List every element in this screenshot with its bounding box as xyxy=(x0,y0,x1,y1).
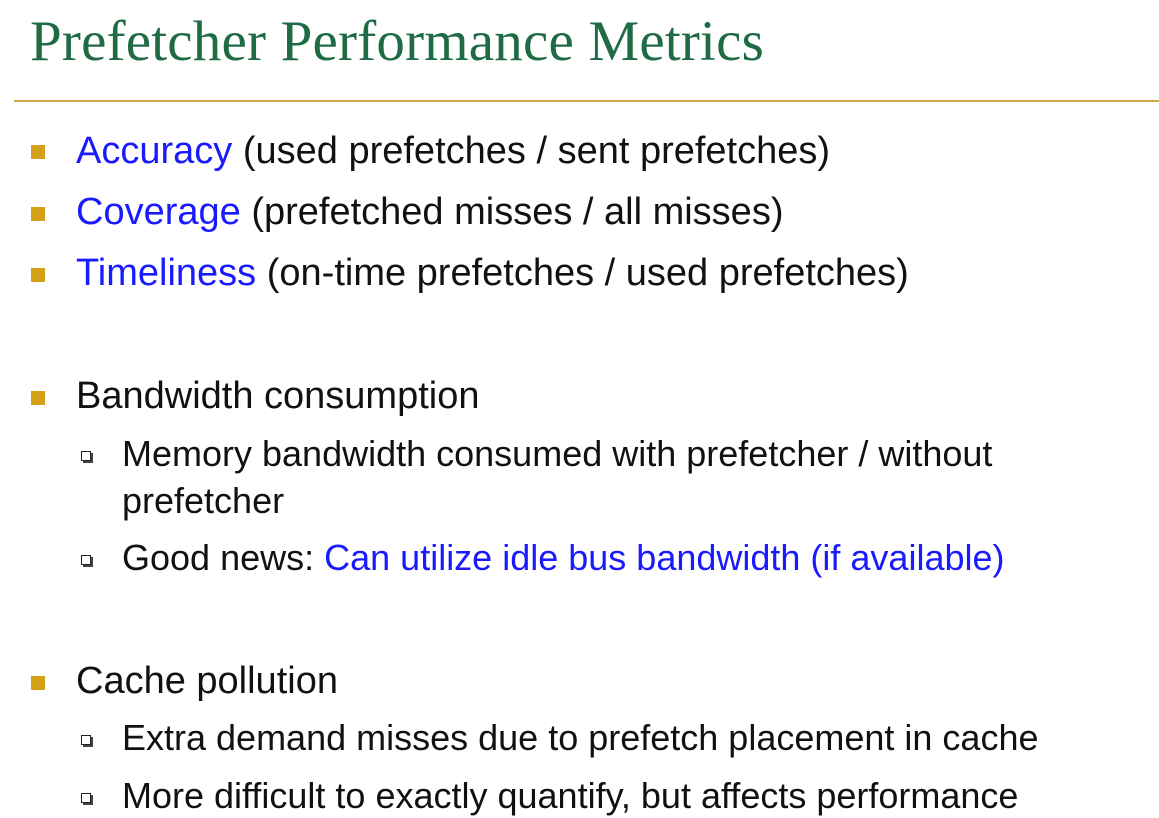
bullet-accuracy: Accuracy (used prefetches / sent prefetc… xyxy=(76,132,830,170)
pollution-sub-1: Extra demand misses due to prefetch plac… xyxy=(122,717,1039,758)
coverage-definition: (prefetched misses / all misses) xyxy=(240,191,784,233)
term-accuracy: Accuracy xyxy=(76,130,233,172)
hollow-square-bullet-icon xyxy=(81,793,91,803)
hollow-square-bullet-icon xyxy=(81,451,91,461)
hollow-square-bullet-icon xyxy=(81,555,91,565)
timeliness-definition: (on-time prefetches / used prefetches) xyxy=(256,252,909,294)
bullet-timeliness: Timeliness (on-time prefetches / used pr… xyxy=(76,254,909,292)
square-bullet-icon xyxy=(31,391,45,405)
bandwidth-sub-1-line-2: prefetcher xyxy=(122,480,285,521)
good-news-label: Good news: xyxy=(122,537,325,578)
bullet-coverage: Coverage (prefetched misses / all misses… xyxy=(76,193,783,231)
slide-title: Prefetcher Performance Metrics xyxy=(30,10,764,73)
bandwidth-sub-1-line-1: Memory bandwidth consumed with prefetche… xyxy=(122,433,993,474)
bullet-bandwidth: Bandwidth consumption xyxy=(76,375,480,417)
term-timeliness: Timeliness xyxy=(76,252,257,294)
title-divider xyxy=(14,100,1159,102)
accuracy-definition: (used prefetches / sent prefetches) xyxy=(232,130,831,172)
square-bullet-icon xyxy=(31,268,45,282)
pollution-sub-2: More difficult to exactly quantify, but … xyxy=(122,775,1019,816)
square-bullet-icon xyxy=(31,207,45,221)
good-news-highlight: Can utilize idle bus bandwidth (if avail… xyxy=(324,537,1005,578)
bandwidth-sub-2: Good news: Can utilize idle bus bandwidt… xyxy=(122,540,1005,576)
square-bullet-icon xyxy=(31,145,45,159)
term-coverage: Coverage xyxy=(76,191,241,233)
bullet-cache-pollution: Cache pollution xyxy=(76,660,338,702)
square-bullet-icon xyxy=(31,676,45,690)
hollow-square-bullet-icon xyxy=(81,735,91,745)
